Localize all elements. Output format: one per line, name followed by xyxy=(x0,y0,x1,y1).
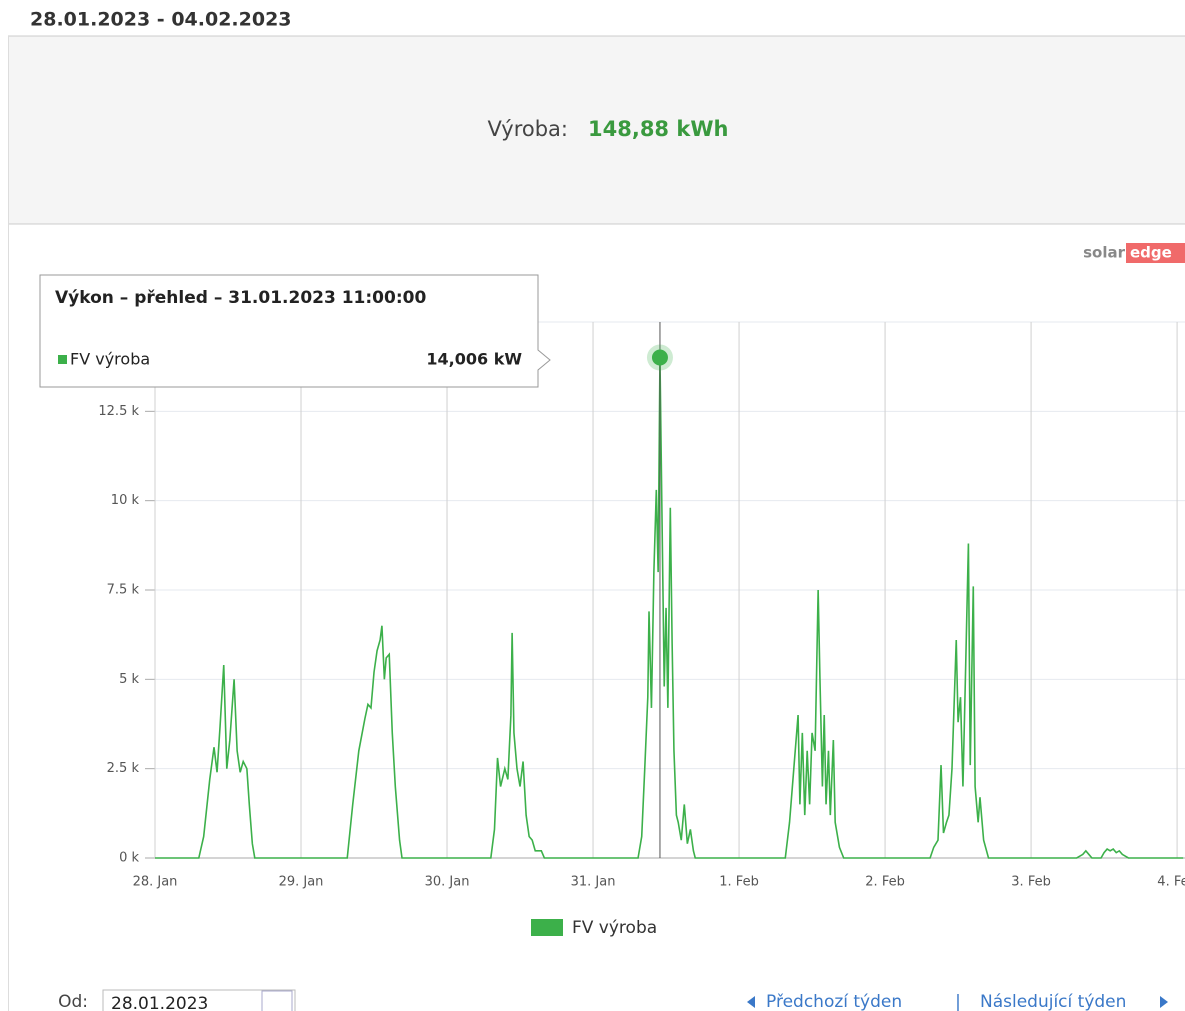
legend-swatch xyxy=(531,919,563,936)
x-tick-label: 2. Feb xyxy=(865,875,905,890)
tooltip-title: Výkon – přehled – 31.01.2023 11:00:00 xyxy=(55,288,426,308)
y-tick-label: 12.5 k xyxy=(98,404,139,419)
tooltip: Výkon – přehled – 31.01.2023 11:00:00 14… xyxy=(39,274,551,388)
x-tick-label: 1. Feb xyxy=(719,875,759,890)
x-tick-label: 31. Jan xyxy=(571,875,616,890)
date-input[interactable] xyxy=(102,989,296,1011)
x-tick-label: 3. Feb xyxy=(1011,875,1051,890)
line-series xyxy=(155,357,1184,859)
logo-box xyxy=(1126,243,1185,263)
y-tick-label: 10 k xyxy=(111,493,140,508)
next-link[interactable]: Následující týden xyxy=(980,992,1126,1011)
tooltip-swatch xyxy=(58,355,67,364)
y-tick-label: 0 k xyxy=(119,851,139,866)
summary-label: Výroba: xyxy=(487,117,568,141)
x-tick-label: 28. Jan xyxy=(133,875,178,890)
x-tick-label: 30. Jan xyxy=(425,875,470,890)
x-tick-label: 4. Feb xyxy=(1157,875,1185,890)
y-tick-label: 7.5 k xyxy=(107,583,140,598)
y-tick-label: 5 k xyxy=(119,672,139,687)
link-separator: | xyxy=(955,992,961,1011)
summary-panel xyxy=(8,36,1185,224)
y-tick-label: 2.5 k xyxy=(107,761,140,776)
tooltip-value: 14,006 kW xyxy=(426,350,522,369)
logo-text: solar xyxy=(1083,244,1125,262)
highlight-point xyxy=(651,349,668,366)
next-arrow xyxy=(1160,996,1168,1008)
summary-value: 148,88 kWh xyxy=(588,117,728,141)
logo-text: edge xyxy=(1130,244,1172,262)
tooltip-box xyxy=(39,274,551,388)
prev-link[interactable]: Předchozí týden xyxy=(766,992,902,1011)
legend-label: FV výroba xyxy=(572,918,657,938)
prev-arrow xyxy=(747,996,755,1008)
calendar-icon[interactable] xyxy=(261,990,293,1011)
from-label: Od: xyxy=(58,992,88,1011)
date-input-value: 28.01.2023 xyxy=(111,994,208,1011)
date-range: 28.01.2023 - 04.02.2023 xyxy=(30,9,292,31)
x-tick-label: 29. Jan xyxy=(279,875,324,890)
chart: 0 k2.5 k5 k7.5 k10 k12.5 k15 k28. Jan29.… xyxy=(80,285,1185,938)
tooltip-series: FV výroba xyxy=(70,350,150,369)
